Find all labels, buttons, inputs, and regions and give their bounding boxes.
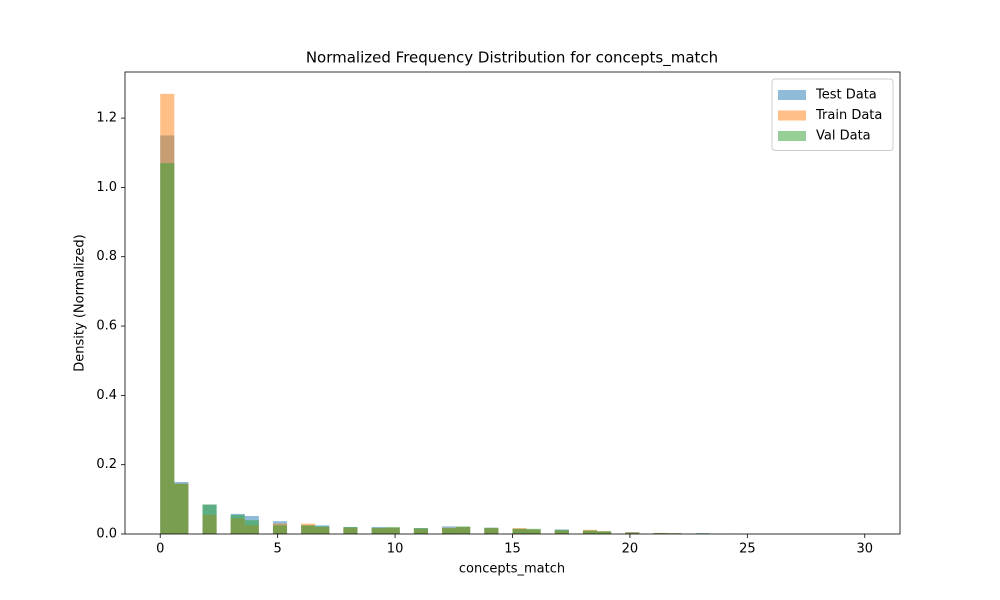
bar bbox=[315, 526, 330, 534]
y-tick-label: 0.8 bbox=[96, 249, 117, 264]
legend-label: Val Data bbox=[816, 129, 871, 144]
bar bbox=[244, 520, 259, 534]
bar bbox=[343, 527, 358, 534]
legend-swatch bbox=[778, 131, 806, 141]
x-tick-label: 10 bbox=[387, 542, 404, 557]
x-axis-label: concepts_match bbox=[459, 562, 565, 577]
bar bbox=[456, 526, 471, 534]
y-tick-label: 0.0 bbox=[96, 527, 117, 542]
bar bbox=[174, 483, 189, 534]
bar bbox=[526, 528, 541, 534]
bar bbox=[301, 525, 316, 534]
bar bbox=[230, 514, 245, 534]
bar bbox=[625, 532, 640, 534]
bar bbox=[484, 527, 499, 534]
bar bbox=[582, 530, 598, 534]
x-tick-label: 0 bbox=[156, 542, 164, 557]
y-tick-label: 0.4 bbox=[96, 388, 117, 403]
y-tick-label: 1.0 bbox=[96, 180, 117, 195]
bar bbox=[597, 531, 612, 534]
y-tick-label: 1.2 bbox=[96, 111, 117, 126]
bar bbox=[272, 525, 288, 534]
bar bbox=[413, 528, 428, 534]
bar bbox=[202, 504, 217, 534]
x-tick-label: 15 bbox=[504, 542, 521, 557]
legend-label: Test Data bbox=[815, 88, 877, 103]
y-tick-label: 0.2 bbox=[96, 457, 117, 472]
legend-swatch bbox=[778, 110, 806, 121]
x-tick-label: 5 bbox=[274, 542, 282, 557]
x-tick-label: 20 bbox=[622, 542, 639, 557]
bar bbox=[160, 163, 175, 534]
bar bbox=[385, 527, 400, 534]
x-tick-label: 25 bbox=[739, 542, 756, 557]
bar bbox=[371, 527, 386, 534]
y-axis-label: Density (Normalized) bbox=[73, 234, 88, 371]
bar bbox=[512, 528, 527, 534]
y-tick-label: 0.6 bbox=[96, 319, 117, 334]
bar bbox=[442, 528, 457, 534]
chart-title: Normalized Frequency Distribution for co… bbox=[306, 49, 718, 68]
legend-swatch bbox=[778, 90, 806, 100]
legend-label: Train Data bbox=[815, 108, 882, 123]
x-tick-label: 30 bbox=[856, 542, 873, 557]
bar bbox=[554, 529, 569, 534]
